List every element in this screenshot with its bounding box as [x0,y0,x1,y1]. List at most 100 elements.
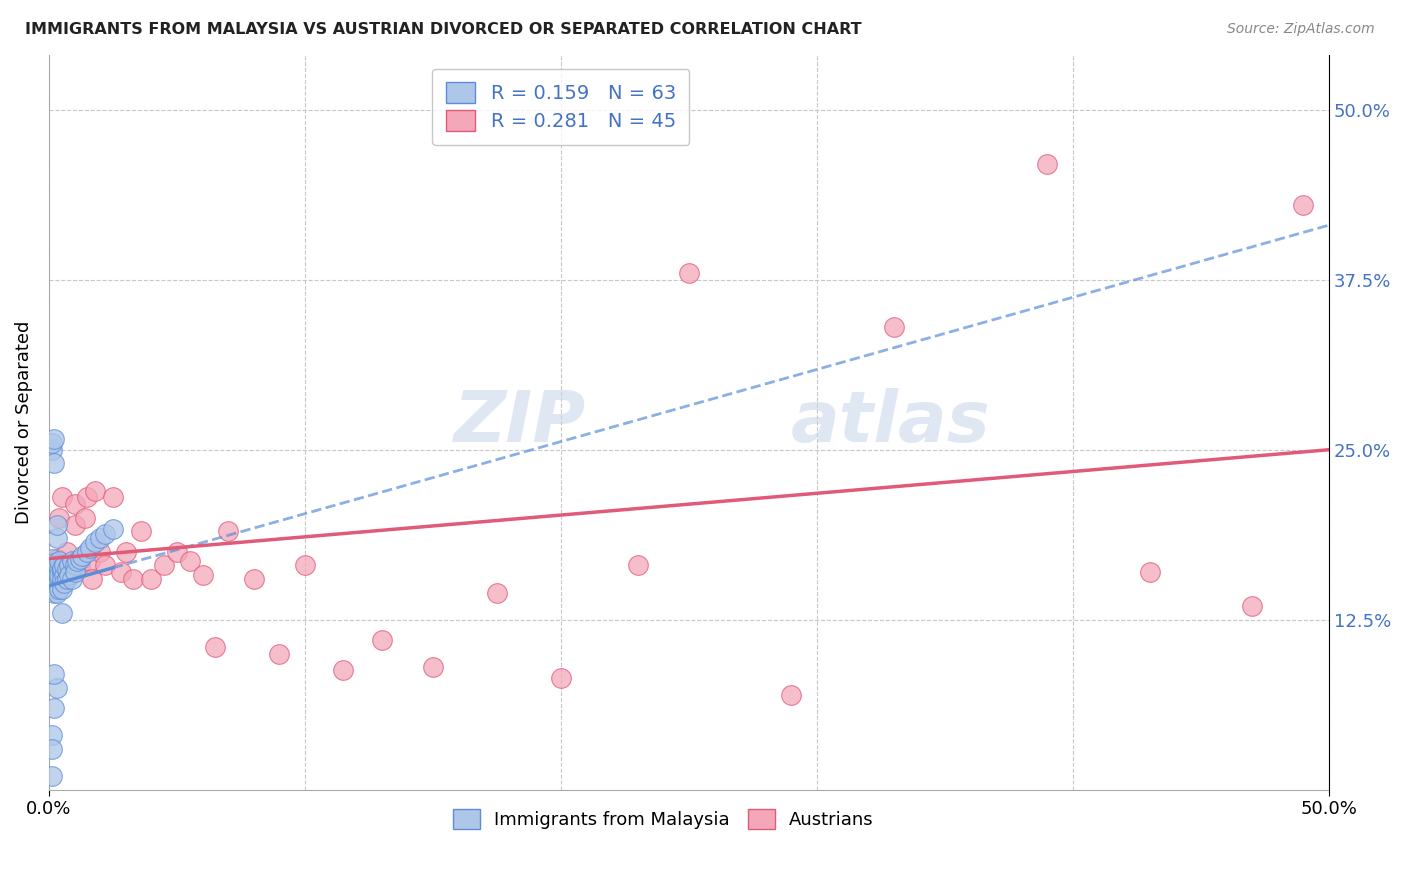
Point [485,585,508,599]
Point [242,572,264,586]
Point [42,572,65,586]
Point [41,442,63,457]
Point [122,572,145,586]
Point [41,742,63,756]
Point [48,562,70,576]
Point [41,436,63,450]
Point [1292,198,1315,212]
Text: Source: ZipAtlas.com: Source: ZipAtlas.com [1227,22,1375,37]
Point [153,558,176,573]
Point [84,535,107,549]
Point [45,576,67,591]
Point [370,633,392,648]
Point [883,320,905,334]
Point [42,667,65,681]
Point [48,568,70,582]
Point [166,545,188,559]
Point [51,582,73,596]
Point [60,572,83,586]
Point [45,551,67,566]
Point [45,561,67,575]
Point [79,541,101,555]
Point [73,510,96,524]
Point [76,491,98,505]
Point [41,729,63,743]
Point [101,522,124,536]
Point [56,545,79,559]
Point [1036,157,1059,171]
Point [191,568,214,582]
Point [45,531,67,545]
Point [42,579,65,593]
Legend: Immigrants from Malaysia, Austrians: Immigrants from Malaysia, Austrians [446,802,882,836]
Point [41,562,63,576]
Point [217,524,239,539]
Point [41,582,63,596]
Point [678,266,700,280]
Point [204,640,226,654]
Point [58,568,80,582]
Point [53,568,76,582]
Point [129,524,152,539]
Point [63,517,86,532]
Point [42,556,65,570]
Point [41,769,63,783]
Point [294,558,316,573]
Point [51,561,73,575]
Point [179,554,201,568]
Point [56,562,79,576]
Point [48,572,70,586]
Point [94,558,117,573]
Point [45,572,67,586]
Point [45,681,67,695]
Point [48,510,70,524]
Point [627,558,650,573]
Point [42,572,65,586]
Point [45,582,67,596]
Point [780,688,803,702]
Point [94,527,117,541]
Point [89,545,111,559]
Point [45,568,67,582]
Point [110,565,132,579]
Point [51,491,73,505]
Point [1139,565,1161,579]
Point [70,549,93,563]
Point [42,701,65,715]
Point [76,545,98,559]
Point [42,585,65,599]
Point [48,554,70,568]
Point [550,671,572,685]
Text: ZIP: ZIP [454,388,586,457]
Point [66,554,89,568]
Point [42,574,65,589]
Point [60,554,83,568]
Point [101,491,124,505]
Point [41,551,63,566]
Point [58,558,80,573]
Point [45,558,67,573]
Point [53,572,76,586]
Point [41,572,63,586]
Point [269,647,291,661]
Point [58,558,80,573]
Point [82,572,104,586]
Text: atlas: atlas [792,388,991,457]
Point [63,497,86,511]
Point [56,572,79,586]
Point [69,558,91,573]
Point [63,558,86,573]
Y-axis label: Divorced or Separated: Divorced or Separated [15,321,32,524]
Point [84,483,107,498]
Point [89,531,111,545]
Point [48,558,70,573]
Point [63,565,86,579]
Point [42,432,65,446]
Point [42,582,65,596]
Point [1240,599,1263,614]
Point [42,565,65,579]
Point [141,572,163,586]
Point [332,663,354,677]
Point [422,660,444,674]
Point [42,565,65,579]
